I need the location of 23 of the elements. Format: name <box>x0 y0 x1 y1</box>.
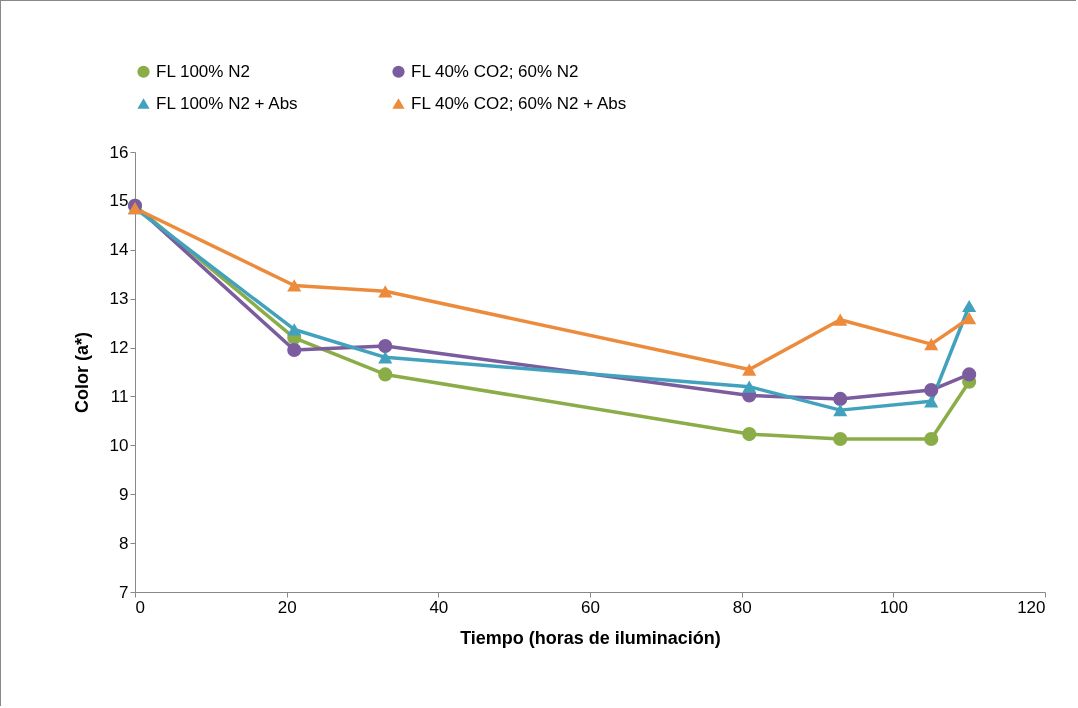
x-tick-label: 80 <box>732 597 752 617</box>
x-tick-label: 0 <box>135 597 145 617</box>
y-tick-label: 12 <box>109 338 129 358</box>
y-tick-label: 16 <box>109 142 129 162</box>
legend-label: FL 100% N2 <box>156 61 250 81</box>
legend-label: FL 40% CO2; 60% N2 <box>411 61 579 81</box>
y-tick-label: 14 <box>109 240 129 260</box>
y-tick-label: 9 <box>119 484 129 504</box>
y-tick-label: 7 <box>119 582 129 602</box>
legend-label: FL 40% CO2; 60% N2 + Abs <box>411 93 627 113</box>
y-tick-label: 11 <box>110 386 129 406</box>
x-tick-label: 20 <box>277 597 297 617</box>
x-axis-title: Tiempo (horas de iluminación) <box>460 627 721 648</box>
y-tick-label: 13 <box>109 289 129 309</box>
x-tick-label: 100 <box>879 597 909 617</box>
y-axis-title: Color (a*) <box>71 331 92 413</box>
x-tick-label: 40 <box>429 597 449 617</box>
legend-label: FL 100% N2 + Abs <box>156 93 298 113</box>
x-tick-label: 60 <box>581 597 600 617</box>
y-tick-label: 10 <box>109 435 129 455</box>
y-tick-label: 8 <box>119 533 129 553</box>
y-tick-label: 15 <box>109 191 129 211</box>
x-tick-label: 120 <box>1017 597 1046 617</box>
